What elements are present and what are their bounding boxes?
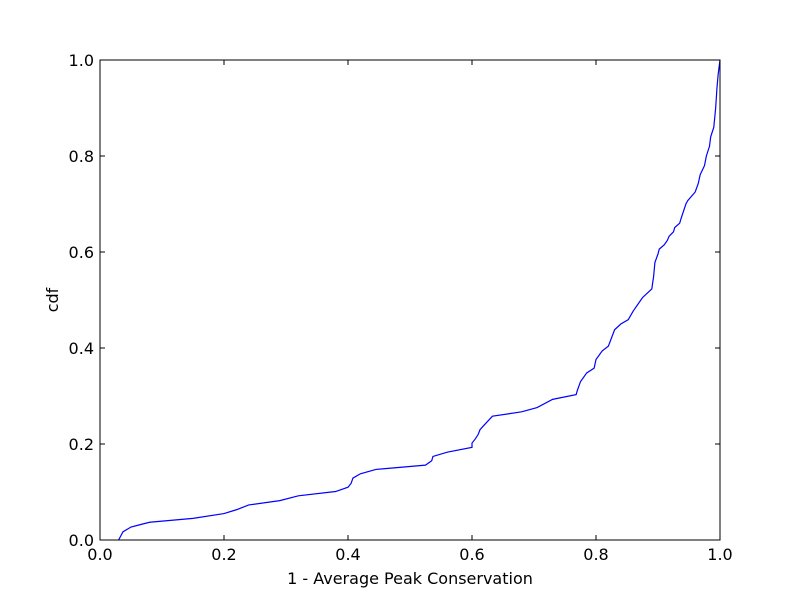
x-tick-label: 0.0 xyxy=(87,545,112,564)
y-tick-label: 0.4 xyxy=(69,339,94,358)
y-tick-label: 0.0 xyxy=(69,531,94,550)
x-tick-label: 1.0 xyxy=(707,545,732,564)
x-tick-label: 0.4 xyxy=(335,545,360,564)
y-axis-label: cdf xyxy=(43,287,62,312)
cdf-series-line xyxy=(118,59,721,541)
plot-area xyxy=(118,59,721,541)
axes-frame xyxy=(99,59,721,541)
x-tick-label: 0.8 xyxy=(583,545,608,564)
y-tick-label: 0.2 xyxy=(69,435,94,454)
x-axis-label: 1 - Average Peak Conservation xyxy=(287,569,533,588)
x-tick-label: 0.6 xyxy=(459,545,484,564)
y-tick-label: 1.0 xyxy=(69,51,94,70)
axis-ticks: 0.0 0.2 0.4 0.6 0.8 1.0 0.0 0.2 0.4 0.6 0.8 1.0 xyxy=(69,51,733,564)
y-tick-label: 0.8 xyxy=(69,147,94,166)
x-tick-label: 0.2 xyxy=(211,545,236,564)
y-tick-label: 0.6 xyxy=(69,243,94,262)
